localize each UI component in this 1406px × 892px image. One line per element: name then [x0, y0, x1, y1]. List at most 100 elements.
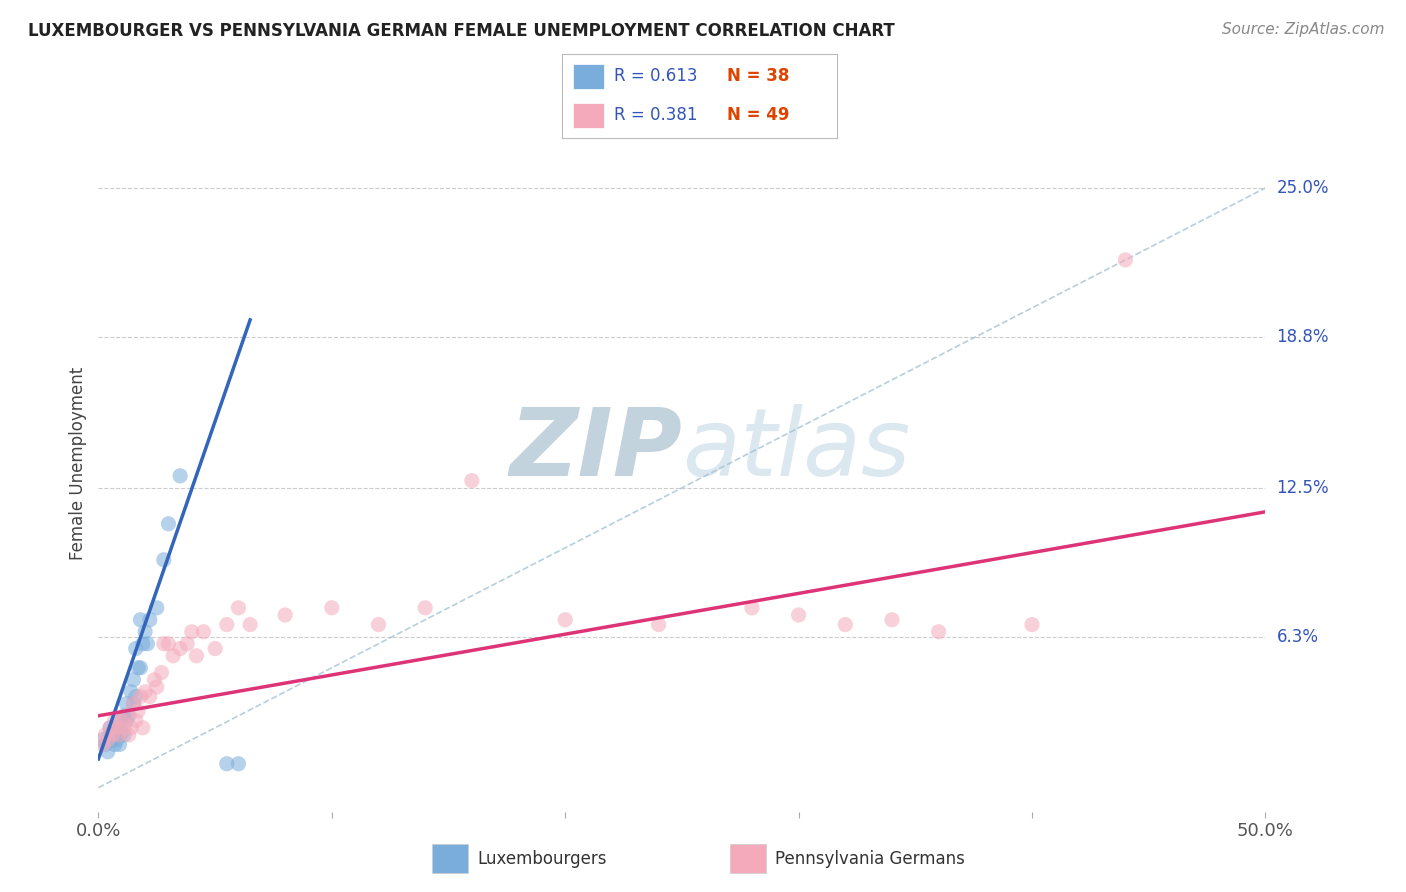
Point	[169, 468, 191, 483]
Point	[139, 613, 162, 627]
Point	[111, 714, 134, 728]
Point	[111, 725, 134, 739]
Point	[186, 648, 208, 663]
Text: atlas: atlas	[682, 404, 910, 495]
Text: 18.8%: 18.8%	[1277, 327, 1329, 346]
Point	[1114, 252, 1136, 267]
Point	[127, 704, 149, 718]
Point	[1021, 617, 1043, 632]
Point	[413, 600, 436, 615]
Bar	[433, 844, 468, 873]
Point	[105, 732, 128, 747]
Point	[94, 728, 117, 742]
Point	[118, 708, 141, 723]
Text: N = 49: N = 49	[727, 105, 789, 123]
Point	[129, 661, 152, 675]
Point	[176, 637, 198, 651]
Point	[108, 728, 131, 742]
Point	[129, 690, 152, 704]
Point	[150, 665, 173, 680]
Point	[120, 685, 142, 699]
Point	[105, 721, 128, 735]
Point	[132, 721, 155, 735]
Point	[928, 624, 950, 639]
Point	[101, 728, 124, 742]
Point	[112, 708, 135, 723]
Point	[98, 721, 121, 735]
Point	[104, 738, 127, 752]
Point	[180, 624, 202, 639]
Text: Pennsylvania Germans: Pennsylvania Germans	[775, 849, 965, 868]
Point	[122, 673, 145, 687]
Y-axis label: Female Unemployment: Female Unemployment	[69, 368, 87, 560]
Point	[146, 680, 169, 694]
Text: 25.0%: 25.0%	[1277, 179, 1329, 197]
Point	[97, 745, 120, 759]
Point	[108, 728, 131, 742]
Point	[741, 600, 763, 615]
Point	[152, 553, 174, 567]
Text: 12.5%: 12.5%	[1277, 479, 1329, 497]
Point	[97, 732, 120, 747]
Bar	[574, 103, 603, 128]
Point	[204, 641, 226, 656]
Point	[169, 641, 191, 656]
Point	[125, 641, 148, 656]
Point	[136, 637, 159, 651]
Point	[321, 600, 343, 615]
Point	[132, 637, 155, 651]
Point	[122, 697, 145, 711]
Point	[134, 685, 156, 699]
Point	[152, 637, 174, 651]
Point	[91, 738, 114, 752]
Point	[129, 613, 152, 627]
Text: N = 38: N = 38	[727, 67, 789, 85]
Point	[94, 738, 117, 752]
Bar	[730, 844, 766, 873]
Point	[101, 725, 124, 739]
Point	[122, 697, 145, 711]
Point	[104, 728, 127, 742]
Text: R = 0.613: R = 0.613	[614, 67, 697, 85]
Point	[104, 714, 127, 728]
Text: R = 0.381: R = 0.381	[614, 105, 697, 123]
Point	[134, 624, 156, 639]
Point	[157, 516, 180, 531]
Point	[120, 721, 142, 735]
Point	[108, 738, 131, 752]
Text: LUXEMBOURGER VS PENNSYLVANIA GERMAN FEMALE UNEMPLOYMENT CORRELATION CHART: LUXEMBOURGER VS PENNSYLVANIA GERMAN FEMA…	[28, 22, 894, 40]
Text: Source: ZipAtlas.com: Source: ZipAtlas.com	[1222, 22, 1385, 37]
Point	[461, 474, 484, 488]
Point	[554, 613, 576, 627]
Point	[228, 756, 250, 771]
Point	[193, 624, 215, 639]
Point	[274, 607, 297, 622]
Point	[367, 617, 389, 632]
Bar	[574, 63, 603, 89]
Point	[157, 637, 180, 651]
Point	[139, 690, 162, 704]
Point	[162, 648, 184, 663]
Text: ZIP: ZIP	[509, 404, 682, 496]
Point	[834, 617, 856, 632]
Point	[112, 721, 135, 735]
Point	[215, 617, 238, 632]
Point	[101, 732, 124, 747]
Point	[215, 756, 238, 771]
Point	[115, 708, 138, 723]
Point	[112, 728, 135, 742]
Point	[111, 714, 134, 728]
Point	[146, 600, 169, 615]
Point	[115, 714, 138, 728]
Text: 6.3%: 6.3%	[1277, 628, 1319, 646]
Point	[125, 714, 148, 728]
Point	[115, 697, 138, 711]
Point	[127, 661, 149, 675]
Point	[98, 721, 121, 735]
Point	[143, 673, 166, 687]
Point	[118, 728, 141, 742]
Point	[228, 600, 250, 615]
Point	[105, 721, 128, 735]
Point	[125, 690, 148, 704]
Point	[787, 607, 810, 622]
